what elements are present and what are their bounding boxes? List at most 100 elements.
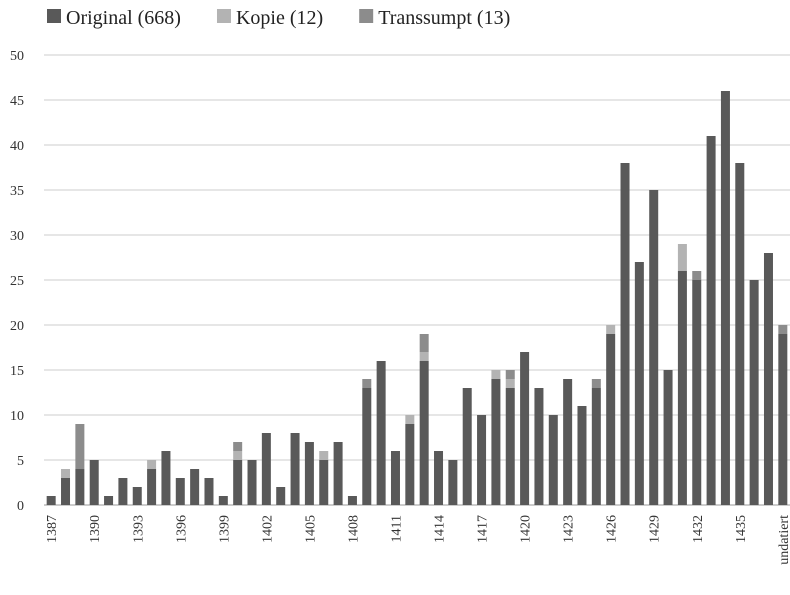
y-tick-label: 5 — [17, 454, 24, 469]
bar-segment — [548, 415, 558, 505]
x-tick-label: 1435 — [734, 515, 749, 543]
y-tick-label: 45 — [10, 94, 24, 109]
bar-segment — [419, 361, 429, 505]
bar-segment — [75, 469, 85, 505]
bar-segment — [434, 451, 444, 505]
bar-segment — [735, 163, 745, 505]
bar-segment — [462, 388, 472, 505]
legend-swatch — [47, 9, 61, 23]
bar-segment — [276, 487, 286, 505]
y-tick-label: 10 — [10, 409, 24, 424]
bar-segment — [233, 451, 243, 460]
x-tick-label: 1411 — [389, 515, 404, 542]
x-tick-label: 1423 — [562, 515, 577, 543]
bar-segment — [175, 478, 185, 505]
bar-segment — [692, 280, 702, 505]
x-tick-label: 1393 — [131, 515, 146, 543]
bar-segment — [749, 280, 759, 505]
bar-segment — [534, 388, 544, 505]
x-tick-label: 1387 — [45, 515, 60, 543]
bar-segment — [319, 451, 329, 460]
x-tick-label: undatiert — [777, 515, 790, 565]
y-tick-label: 25 — [10, 274, 24, 289]
bar-segment — [491, 370, 501, 379]
bar-segment — [620, 163, 630, 505]
y-tick-label: 20 — [10, 319, 24, 334]
bar-segment — [577, 406, 587, 505]
bar-segment — [448, 460, 458, 505]
bar-segment — [778, 334, 788, 505]
bar-segment — [147, 460, 157, 469]
y-tick-label: 15 — [10, 364, 24, 379]
bar-segment — [505, 388, 515, 505]
x-tick-label: 1405 — [303, 515, 318, 543]
bar-segment — [505, 379, 515, 388]
y-tick-label: 30 — [10, 229, 24, 244]
bar-segment — [89, 460, 99, 505]
bar-segment — [706, 136, 716, 505]
y-tick-label: 40 — [10, 139, 24, 154]
bar-segment — [591, 379, 601, 388]
bar-segment — [233, 442, 243, 451]
bar-segment — [405, 415, 415, 424]
x-tick-label: 1429 — [648, 515, 663, 543]
legend-swatch — [216, 9, 231, 23]
bar-segment — [161, 451, 171, 505]
bar-segment — [390, 451, 400, 505]
bar-segment — [61, 478, 71, 505]
bar-segment — [663, 370, 673, 505]
bar-segment — [362, 379, 372, 388]
bar-segment — [218, 496, 228, 505]
bar-segment — [591, 388, 601, 505]
bar-segment — [692, 271, 702, 280]
bar-segment — [46, 496, 56, 505]
bar-segment — [118, 478, 128, 505]
bar-segment — [505, 370, 515, 379]
legend-swatch — [359, 9, 374, 23]
y-tick-label: 35 — [10, 184, 24, 199]
bar-segment — [491, 379, 501, 505]
bar-segment — [75, 424, 85, 469]
legend-label: Original (668) — [66, 7, 181, 29]
bar-segment — [204, 478, 214, 505]
bar-segment — [376, 361, 386, 505]
bar-segment — [319, 460, 329, 505]
bar-segment — [606, 334, 616, 505]
bar-segment — [333, 442, 343, 505]
bar-segment — [405, 424, 415, 505]
x-tick-label: 1402 — [260, 515, 275, 543]
bar-segment — [362, 388, 372, 505]
x-tick-label: 1426 — [605, 515, 620, 543]
bar-segment — [419, 352, 429, 361]
bar-segment — [233, 460, 243, 505]
bar-segment — [649, 190, 659, 505]
bar-segment — [563, 379, 573, 505]
bar-segment — [778, 325, 788, 334]
bar-segment — [261, 433, 271, 505]
bar-segment — [61, 469, 71, 478]
bar-segment — [247, 460, 257, 505]
x-tick-label: 1390 — [88, 515, 103, 543]
bar-segment — [190, 469, 200, 505]
bar-segment — [520, 352, 530, 505]
bar-segment — [347, 496, 357, 505]
bar-segment — [634, 262, 644, 505]
x-tick-label: 1396 — [174, 515, 189, 543]
x-tick-label: 1399 — [217, 515, 232, 543]
bar-segment — [419, 334, 429, 352]
bar-segment — [147, 469, 157, 505]
bar-segment — [763, 253, 773, 505]
bar-segment — [606, 325, 616, 334]
bar-segment — [677, 271, 687, 505]
x-tick-label: 1432 — [691, 515, 706, 543]
bar-segment — [477, 415, 487, 505]
bar-segment — [720, 91, 730, 505]
x-tick-label: 1417 — [476, 515, 491, 543]
legend-label: Kopie (12) — [236, 7, 323, 29]
bar-segment — [104, 496, 114, 505]
bar-segment — [132, 487, 142, 505]
y-tick-label: 0 — [17, 499, 24, 514]
x-tick-label: 1408 — [346, 515, 361, 543]
x-tick-label: 1420 — [519, 515, 534, 543]
